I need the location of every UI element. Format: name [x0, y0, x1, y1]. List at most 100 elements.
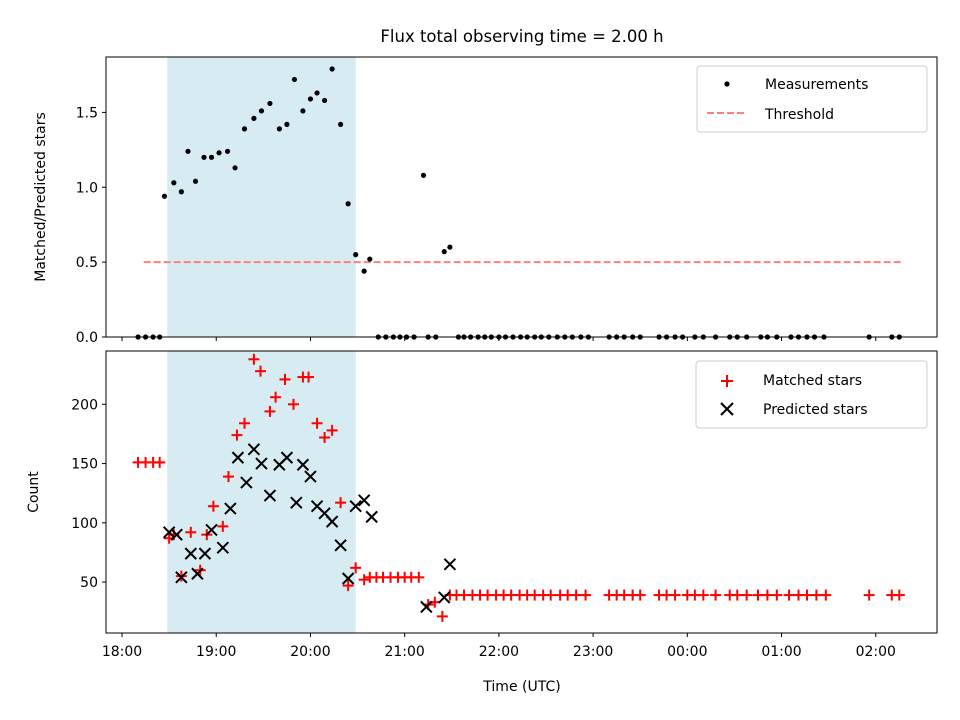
predicted-marker-b	[162, 526, 176, 539]
highlight-span-top	[167, 57, 356, 337]
matched-star-point	[570, 589, 582, 601]
predicted-star-point	[349, 500, 362, 513]
matched-star-point	[545, 589, 557, 601]
measurement-point	[201, 154, 207, 160]
matched-star-point	[279, 373, 291, 385]
matched-star-point	[731, 589, 743, 601]
y-tick-label: 0.5	[76, 255, 98, 271]
measurement-point	[276, 126, 282, 132]
measurement-point	[161, 193, 168, 199]
predicted-star-point	[255, 457, 268, 470]
legend-matched-marker	[721, 375, 733, 387]
matched-star-point	[413, 571, 425, 583]
measurement-point	[345, 201, 351, 207]
matched-star-point	[185, 526, 197, 538]
legend-measurements-label: Measurements	[765, 77, 868, 93]
measurement-point	[232, 165, 238, 171]
predicted-marker-b	[318, 507, 331, 520]
predicted-marker-b	[443, 558, 457, 571]
predicted-marker-b	[290, 496, 303, 509]
matched-star-point	[436, 610, 448, 622]
matched-star-point	[634, 589, 646, 601]
measurement-point	[338, 121, 344, 127]
predicted-marker-b	[247, 443, 261, 456]
predicted-star-point	[334, 539, 347, 552]
predicted-star-point	[216, 541, 230, 554]
y-tick-label: 1.0	[76, 180, 98, 196]
predicted-star-point	[191, 567, 204, 580]
legend-predicted-marker	[720, 402, 734, 416]
predicted-marker-b	[296, 458, 310, 471]
predicted-marker-b	[341, 572, 355, 585]
matched-star-point	[783, 589, 795, 601]
predicted-marker-b	[224, 502, 237, 515]
matched-star-point	[580, 589, 592, 601]
measurement-point	[441, 249, 447, 255]
matched-star-point	[154, 456, 166, 468]
predicted-star-point	[438, 591, 451, 604]
ratio-panel: 0.0 0.5 1.0 1.5 Matched/Predicted stars Mea…	[33, 56, 938, 346]
x-tick-label: 00:00	[667, 644, 707, 660]
y-tick-label: 50	[80, 575, 98, 591]
measurement-point	[420, 172, 427, 178]
predicted-star-point	[443, 558, 457, 571]
predicted-marker-b	[184, 547, 198, 560]
matched-star-point	[741, 589, 753, 601]
predicted-star-point	[247, 443, 261, 456]
predicted-marker-b	[365, 510, 378, 524]
highlight-span-bottom	[167, 351, 356, 633]
predicted-marker-b	[198, 547, 212, 560]
measurement-point	[208, 154, 215, 160]
predicted-marker-b	[255, 457, 268, 470]
x-tick-label: 19:00	[196, 644, 236, 660]
ratio-y-axis-label: Matched/Predicted stars	[33, 112, 49, 282]
matched-star-point	[350, 562, 362, 574]
measurement-point	[258, 108, 265, 114]
matched-star-point	[217, 520, 229, 532]
measurement-point	[314, 90, 320, 96]
predicted-star-point	[184, 547, 198, 560]
measurement-point	[329, 66, 335, 72]
y-tick-label: 1.5	[76, 105, 98, 121]
legend-matched-label: Matched stars	[763, 373, 862, 389]
measurement-point	[178, 189, 184, 195]
predicted-marker-b	[263, 489, 277, 502]
predicted-star-point	[325, 515, 339, 528]
measurement-point	[361, 268, 367, 274]
measurement-point	[307, 96, 314, 102]
predicted-marker-b	[420, 600, 433, 614]
predicted-marker-b	[310, 500, 324, 513]
matched-star-point	[287, 398, 299, 410]
predicted-star-point	[341, 572, 355, 585]
predicted-marker-b	[175, 571, 188, 584]
matched-star-point	[771, 589, 783, 601]
measurement-point	[447, 244, 453, 250]
predicted-marker-b	[216, 541, 230, 554]
predicted-marker-b	[231, 451, 245, 464]
predicted-star-point	[240, 476, 253, 489]
matched-star-point	[669, 589, 681, 601]
predicted-star-point	[198, 547, 212, 560]
matched-star-point	[358, 574, 370, 586]
measurement-point	[267, 100, 273, 107]
x-tick-label: 01:00	[761, 644, 801, 660]
count-y-axis-label: Count	[26, 471, 42, 513]
measurement-point	[171, 180, 177, 186]
predicted-marker-b	[170, 528, 183, 541]
matched-star-point	[863, 589, 875, 601]
count-legend-box	[695, 360, 928, 429]
chart-title: Flux total observing time = 2.00 h	[380, 27, 663, 46]
measurement-point	[291, 76, 298, 83]
predicted-star-point	[365, 510, 378, 524]
matched-star-point	[264, 405, 276, 417]
x-tick-label: 21:00	[384, 644, 424, 660]
y-tick-label: 200	[71, 397, 98, 413]
measurement-point	[185, 148, 191, 154]
matched-star-point	[710, 589, 722, 601]
predicted-star-point	[304, 470, 317, 483]
predicted-star-point	[205, 523, 218, 537]
legend-threshold-label: Threshold	[764, 107, 834, 123]
measurement-point	[284, 121, 290, 127]
predicted-marker-b	[325, 515, 339, 528]
matched-star-point	[303, 371, 315, 383]
